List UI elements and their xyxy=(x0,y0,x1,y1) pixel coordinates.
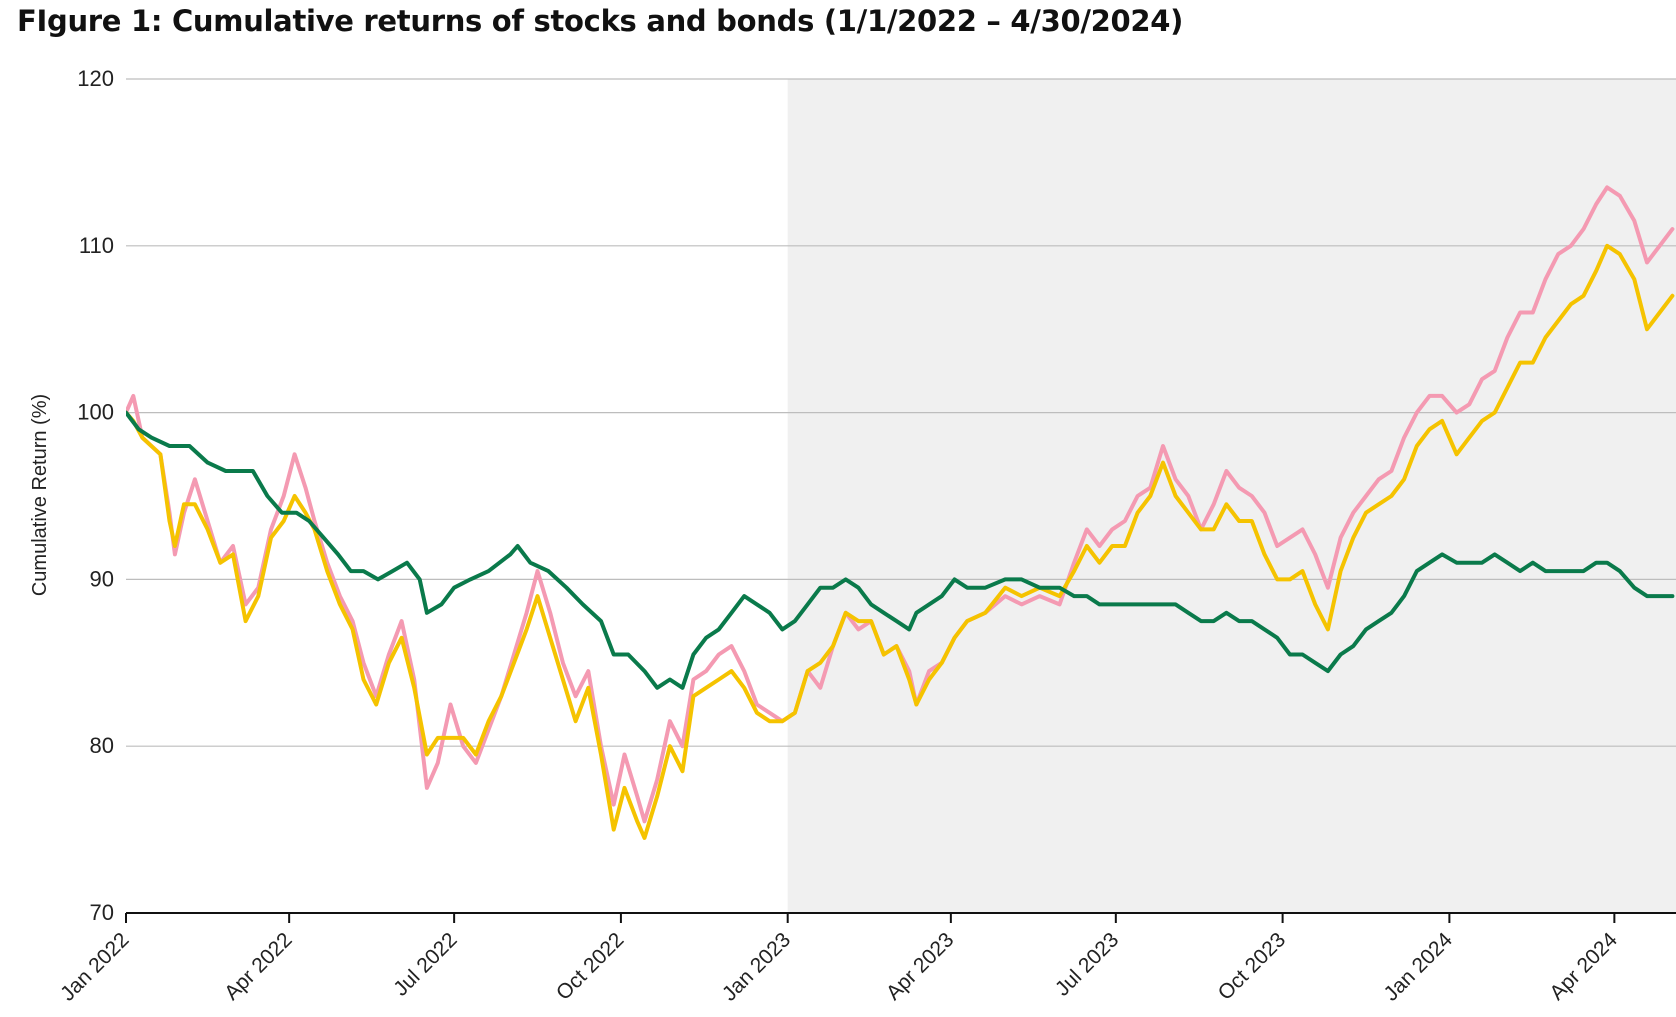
y-tick-label: 100 xyxy=(77,400,114,425)
y-tick-labels: 70 80 90 100 110 120 xyxy=(77,66,114,925)
x-tick-label: Apr 2023 xyxy=(882,928,959,1005)
series-layer xyxy=(126,185,1675,840)
x-tick-label: Jul 2023 xyxy=(1051,928,1123,1000)
x-tick-label: Apr 2022 xyxy=(220,928,297,1005)
series-line-2 xyxy=(126,243,1675,840)
y-tick-label: 80 xyxy=(90,733,114,758)
y-axis-title: Cumulative Return (%) xyxy=(29,394,51,596)
y-tick-label: 110 xyxy=(79,233,114,258)
y-tick-label: 70 xyxy=(90,900,114,925)
x-tick-label: Jan 2023 xyxy=(718,928,795,1005)
x-tick-label: Jul 2022 xyxy=(389,928,461,1000)
y-tick-label: 120 xyxy=(77,66,114,91)
x-tick-label: Jan 2024 xyxy=(1380,928,1458,1006)
shaded-period xyxy=(787,79,1676,913)
series-line-1 xyxy=(126,185,1675,824)
y-tick-label: 90 xyxy=(90,566,114,591)
x-tick-label: Apr 2024 xyxy=(1545,928,1622,1005)
x-tick-label: Jan 2022 xyxy=(56,928,133,1005)
x-tick-label: Oct 2023 xyxy=(1214,928,1291,1005)
x-tick-label: Oct 2022 xyxy=(552,928,629,1005)
x-axis xyxy=(125,912,1676,923)
chart-title: FIgure 1: Cumulative returns of stocks a… xyxy=(17,4,1184,38)
shaded-period-layer xyxy=(787,79,1676,913)
x-tick-labels: Jan 2022 Apr 2022 Jul 2022 Oct 2022 Jan 2023… xyxy=(56,928,1622,1006)
series-line-3 xyxy=(126,410,1675,690)
